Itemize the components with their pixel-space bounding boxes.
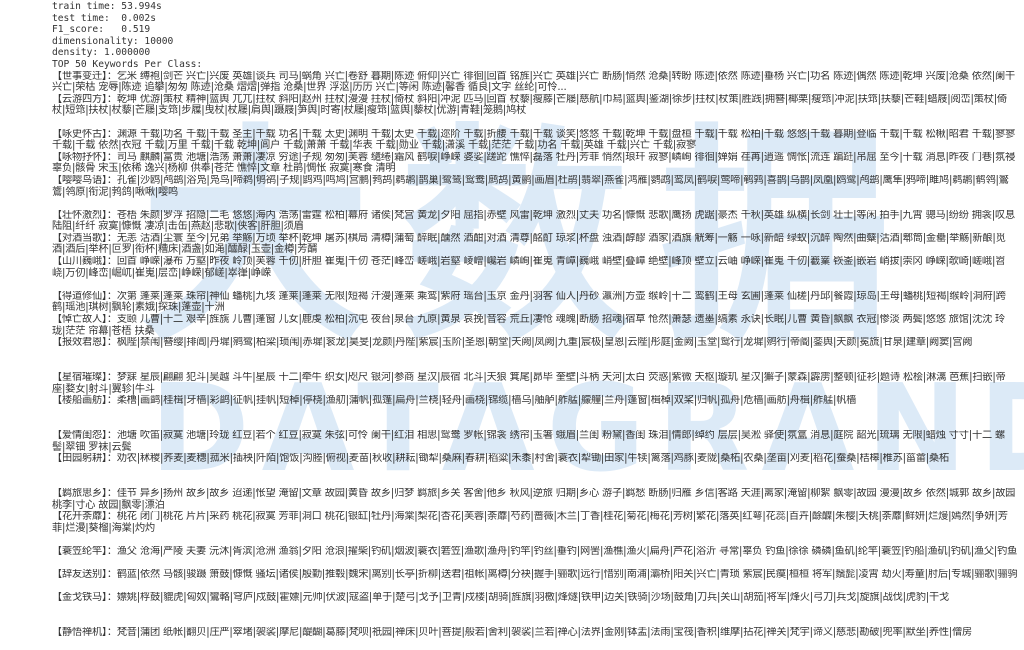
class-label: 【楼船画舫】： (52, 395, 117, 407)
keyword-text: 苍梧 朱颜|罗浮 招隐|二毛 悠悠|海内 浩荡|雷霆 松柏|幕府 诸侯|梵宫 黄… (52, 209, 1015, 233)
keyword-text: 劝农|秫稷|荞麦|麦穗|菰米|插秧|阡陌|饱饭|沟塍|俯视|麦苗|秋收|耕耘|锄… (116, 453, 950, 465)
keyword-text: 池塘 吹笛|寂寞 池塘|玲珑 红豆|若个 红豆|寂寞 朱弦|可怜 阑干|红泪 相… (52, 429, 1005, 453)
keyword-text: 无恙 沽酒|尘寰 至今|兄弟 举觞|万顷 举杯|乾坤 屠苏|棋局 清樽|蒲萄 醉… (52, 232, 1006, 256)
keyword-text: 支颐 儿曹|十二 艰辛|旌旐 儿曹|蓬窗 儿女|鹿虔 松柏|沉屯 夜台|泉台 九… (52, 314, 1005, 337)
blank-line (52, 476, 1018, 488)
class-keywords: 【报效君恩】：枫陛|禁闱|簪缨|排阊|丹墀|鹓鹭|柏梁|琐闱|赤墀|衮龙|昊旻|… (52, 337, 1018, 360)
keyword-text: 梦寐 星辰|翩翩 犯斗|吴越 斗牛|星辰 十二|牵牛 织女|咫尺 银河|参商 星… (52, 372, 1006, 395)
class-label: 【蓑笠纶竿】： (52, 545, 117, 557)
class-keywords: 【金戈铁马】：嫖姚|桴鼓|貔虎|匈奴|鸞輅|穹庐|戍鼓|霍嫖|元帅|伏波|寇盗|… (52, 592, 1018, 615)
keyword-text: 柔橹|画鹢|桂楫|牙樯|彩鹢|征帆|挂帆|短棹|停桡|渔舠|蒲帆|孤篷|扁舟|兰… (116, 395, 857, 407)
class-label: 【得道修仙】： (52, 290, 117, 302)
class-keywords: 【楼船画舫】：柔橹|画鹢|桂楫|牙樯|彩鹢|征帆|挂帆|短棹|停桡|渔舠|蒲帆|… (52, 395, 1018, 418)
keyword-text: 次第 蓬莱|蓬莱 珠帘|神仙 蟠桃|九垓 蓬莱|蓬莱 无限|短褐 汗漫|蓬莱 乘… (52, 290, 1006, 314)
console-output: train time: 53.994s test time: 0.002s F1… (52, 1, 1018, 650)
class-label: 【辞友送别】： (52, 569, 117, 581)
dimensionality: dimensionality: 10000 (52, 35, 174, 47)
blank-line (52, 615, 1018, 627)
class-keywords: 【山川巍峨】：回首 峥嵘|瀑布 万壑|昨夜 岭顶|芙蓉 千仞|肝胆 崔嵬|千仞 … (52, 256, 1018, 279)
keyword-text: 嫖姚|桴鼓|貔虎|匈奴|鸞輅|穹庐|戍鼓|霍嫖|元帅|伏波|寇盗|单于|楚弓|戈… (116, 592, 950, 604)
keyword-text: 孔雀|沙鸥|鸬鹚|浴凫|凫鸟|啼鹈|鸲鹆|子规|鹍鸡|鸣鸠|宫鹏|鹁鸪|鹈鹕|鹊… (52, 174, 1009, 198)
class-label: 【嘤嘤鸟语】： (52, 174, 117, 186)
class-keywords: 【羁旅思乡】：佳节 异乡|扬州 故乡|故乡 迢递|怅望 淹留|文章 故园|黄昏 … (52, 488, 1018, 511)
top-keywords-heading: TOP 50 Keywords Per Class: (52, 58, 203, 70)
blank-line (52, 360, 1018, 372)
keyword-text: 桃花 闭门|桃花 片片|采药 桃花|寂寞 芳菲|洞口 桃花|银缸|牡丹|海棠|梨… (52, 511, 1008, 534)
keyword-text: 佳节 异乡|扬州 故乡|故乡 迢递|怅望 淹留|文章 故园|黄昏 故乡|归梦 羁… (52, 487, 1016, 511)
class-keywords: 【爱情闺怨】：池塘 吹笛|寂寞 池塘|玲珑 红豆|若个 红豆|寂寞 朱弦|可怜 … (52, 430, 1018, 453)
keyword-text: 司马 麒麟|富贵 池塘|浩荡 萧萧|凄凉 穷途|子规 匆匆|芙蓉 缱绻|霜风 鹤… (52, 151, 1015, 175)
blank-line (52, 117, 1018, 129)
class-label: 【悼亡故人】： (52, 314, 117, 326)
class-keywords: 【蓑笠纶竿】：渔父 沧海|严陵 夫妻 沅沐|胥滨|沧洲 渔翁|夕阳 沧浪|擢柴|… (52, 546, 1018, 569)
keyword-text: 渔父 沧海|严陵 夫妻 沅沐|胥滨|沧洲 渔翁|夕阳 沧浪|擢柴|钓矶|烟波|蓑… (116, 545, 1018, 557)
density: density: 1.000000 (52, 47, 151, 59)
keyword-text: 枫陛|禁闱|簪缨|排阊|丹墀|鹓鹭|柏梁|琐闱|赤墀|衮龙|昊旻|龙颜|丹陛|紫… (116, 337, 973, 349)
class-label: 【山川巍峨】： (52, 256, 117, 268)
train-time: train time: 53.994s (52, 1, 162, 12)
class-keywords: 【嘤嘤鸟语】：孔雀|沙鸥|鸬鹚|浴凫|凫鸟|啼鹈|鸲鹆|子规|鹍鸡|鸣鸠|宫鹏|… (52, 175, 1018, 198)
blank-line (52, 198, 1018, 210)
class-keywords: 【得道修仙】：次第 蓬莱|蓬莱 珠帘|神仙 蟠桃|九垓 蓬莱|蓬莱 无限|短褐 … (52, 291, 1018, 314)
class-label: 【咏物抒怀】： (52, 151, 117, 163)
keyword-text: 回首 峥嵘|瀑布 万壑|昨夜 岭顶|芙蓉 千仞|肝胆 崔嵬|千仞 苍茫|峰峦 嵯… (52, 256, 1006, 279)
class-keywords: 【云游四方】：乾坤 优游|策杖 精神|篮舆 兀兀|拄杖 斜阳|赵州 拄杖|漫漫 … (52, 94, 1018, 117)
class-label: 【报效君恩】： (52, 337, 117, 349)
blank-line (52, 418, 1018, 430)
class-keywords: 【辞友送别】：鹤蓝|依然 马骸|骏蹑 箫鼓|慷慨 骚坛|诸侯|殷勤|推毂|魏宋|… (52, 569, 1018, 592)
class-keywords: 【咏史怀古】：渊源 千载|功名 千载|千载 圣主|千载 功名|千载 太史|渊明 … (52, 129, 1018, 152)
class-label: 【对酒当歌】： (52, 232, 117, 244)
blank-line (52, 279, 1018, 291)
class-keywords: 【田园躬耕】：劝农|秫稷|荞麦|麦穗|菰米|插秧|阡陌|饱饭|沟塍|俯视|麦苗|… (52, 453, 1018, 476)
class-keywords: 【对酒当歌】：无恙 沽酒|尘寰 至今|兄弟 举觞|万顷 举杯|乾坤 屠苏|棋局 … (52, 233, 1018, 256)
class-keywords: 【花开荼蘼】：桃花 闭门|桃花 片片|采药 桃花|寂寞 芳菲|洞口 桃花|银缸|… (52, 511, 1018, 534)
class-label: 【羁旅思乡】： (52, 487, 117, 499)
class-label: 【咏史怀古】： (52, 128, 117, 140)
class-keywords: 【静悟禅机】：梵音|蒲团 纸帐|翻贝|庄严|窣堵|袈裟|摩尼|醍醐|葛藤|梵呗|… (52, 627, 1018, 650)
class-label: 【金戈铁马】： (52, 592, 117, 604)
class-label: 【星宿璀璨】： (52, 372, 117, 383)
class-label: 【壮怀激烈】： (52, 209, 117, 221)
class-keywords: 【悼亡故人】：支颐 儿曹|十二 艰辛|旌旐 儿曹|蓬窗 儿女|鹿虔 松柏|沉屯 … (52, 314, 1018, 337)
keyword-text: 梵音|蒲团 纸帐|翻贝|庄严|窣堵|袈裟|摩尼|醍醐|葛藤|梵呗|祇园|禅床|贝… (116, 627, 973, 639)
keyword-text: 鹤蓝|依然 马骸|骏蹑 箫鼓|慷慨 骚坛|诸侯|殷勤|推毂|魏宋|离别|长亭|折… (116, 569, 1018, 581)
keyword-text: 渊源 千载|功名 千载|千载 圣主|千载 功名|千载 太史|渊明 千载|太史 千… (52, 128, 1015, 152)
class-label: 【花开荼蘼】： (52, 511, 117, 523)
keyword-text: 乞米 缚袍|剑芒 兴亡|兴废 英雄|谈兵 司马|蜗角 兴亡|卷舒 暮期|陈迹 俯… (52, 70, 1015, 94)
blank-line (52, 534, 1018, 546)
class-label: 【爱情闺怨】： (52, 429, 117, 441)
class-keywords: 【壮怀激烈】：苍梧 朱颜|罗浮 招隐|二毛 悠悠|海内 浩荡|雷霆 松柏|幕府 … (52, 210, 1018, 233)
f1-score: F1_score: 0.519 (52, 24, 151, 36)
class-label: 【静悟禅机】： (52, 627, 117, 639)
class-keywords: 【世事变迁】：乞米 缚袍|剑芒 兴亡|兴废 英雄|谈兵 司马|蜗角 兴亡|卷舒 … (52, 71, 1018, 94)
class-keywords: 【咏物抒怀】：司马 麒麟|富贵 池塘|浩荡 萧萧|凄凉 穷途|子规 匆匆|芙蓉 … (52, 152, 1018, 175)
class-keywords: 【星宿璀璨】：梦寐 星辰|翩翩 犯斗|吴越 斗牛|星辰 十二|牵牛 织女|咫尺 … (52, 372, 1018, 395)
test-time: test time: 0.002s (52, 12, 156, 24)
class-keyword-list: 【世事变迁】：乞米 缚袍|剑芒 兴亡|兴废 英雄|谈兵 司马|蜗角 兴亡|卷舒 … (52, 71, 1018, 650)
class-label: 【田园躬耕】： (52, 453, 117, 465)
keyword-text: 乾坤 优游|策杖 精神|篮舆 兀兀|拄杖 斜阳|赵州 拄杖|漫漫 拄杖|倚杖 斜… (52, 93, 1007, 117)
class-label: 【世事变迁】： (52, 70, 117, 82)
class-label: 【云游四方】： (52, 93, 117, 105)
